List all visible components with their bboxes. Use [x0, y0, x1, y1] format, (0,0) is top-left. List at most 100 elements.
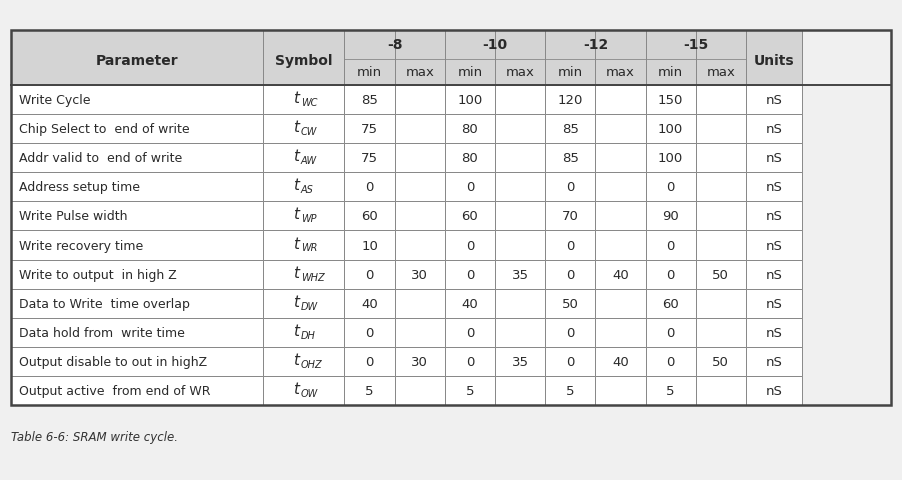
Text: 0: 0 [667, 326, 675, 339]
Text: 80: 80 [462, 152, 478, 165]
Bar [445, 348, 495, 376]
Text: -8: -8 [387, 38, 402, 52]
Bar [695, 376, 746, 406]
Text: t: t [293, 91, 299, 106]
Bar [695, 144, 746, 173]
Bar [395, 202, 445, 231]
Text: 5: 5 [566, 384, 575, 397]
Text: AW: AW [301, 156, 317, 166]
Bar [395, 31, 445, 85]
Bar [495, 85, 545, 115]
Bar [11, 173, 262, 202]
Text: Units: Units [754, 54, 795, 68]
Text: WC: WC [301, 97, 318, 108]
Bar [746, 173, 802, 202]
Bar [746, 376, 802, 406]
Text: nS: nS [766, 356, 783, 369]
Bar [345, 202, 395, 231]
Bar [695, 31, 746, 85]
Text: 40: 40 [612, 356, 629, 369]
Bar [746, 318, 802, 348]
Bar [345, 348, 395, 376]
Text: Data hold from  write time: Data hold from write time [19, 326, 185, 339]
Bar [646, 348, 695, 376]
Bar [746, 202, 802, 231]
Bar [11, 115, 262, 144]
Bar [495, 31, 545, 85]
Bar [11, 144, 262, 173]
Bar [262, 115, 345, 144]
Bar [445, 376, 495, 406]
Text: 80: 80 [462, 123, 478, 136]
Text: t: t [293, 207, 299, 222]
Text: nS: nS [766, 268, 783, 281]
Text: 100: 100 [658, 123, 684, 136]
Bar [345, 85, 395, 115]
Text: min: min [357, 66, 382, 79]
Text: 5: 5 [365, 384, 373, 397]
Text: 60: 60 [662, 297, 679, 310]
Bar [445, 144, 495, 173]
Bar [695, 260, 746, 289]
Text: WR: WR [301, 243, 318, 253]
Bar [262, 376, 345, 406]
Bar [445, 115, 495, 144]
Bar [445, 289, 495, 318]
Bar [495, 376, 545, 406]
Bar [445, 260, 495, 289]
Text: Output active  from end of WR: Output active from end of WR [19, 384, 210, 397]
Text: t: t [293, 324, 299, 338]
Text: max: max [706, 66, 735, 79]
Text: Output disable to out in highZ: Output disable to out in highZ [19, 356, 207, 369]
Bar [545, 348, 595, 376]
Text: t: t [293, 149, 299, 164]
Bar [545, 144, 595, 173]
Text: Addr valid to  end of write: Addr valid to end of write [19, 152, 182, 165]
Text: 0: 0 [566, 356, 575, 369]
Text: 10: 10 [361, 239, 378, 252]
Bar [445, 202, 495, 231]
Bar [11, 289, 262, 318]
Bar [11, 348, 262, 376]
Bar [595, 231, 646, 260]
Text: 60: 60 [462, 210, 478, 223]
Bar [595, 115, 646, 144]
Bar [395, 85, 445, 115]
Bar [345, 231, 395, 260]
Text: t: t [293, 178, 299, 193]
Bar [646, 173, 695, 202]
Bar [545, 318, 595, 348]
Bar [595, 289, 646, 318]
Text: 0: 0 [566, 181, 575, 194]
Bar [495, 202, 545, 231]
Bar [595, 202, 646, 231]
Text: 35: 35 [511, 268, 529, 281]
Bar [646, 318, 695, 348]
Text: Address setup time: Address setup time [19, 181, 140, 194]
Text: Parameter: Parameter [96, 54, 178, 68]
Bar [345, 31, 395, 85]
Bar [11, 376, 262, 406]
Text: 85: 85 [562, 152, 579, 165]
Text: nS: nS [766, 94, 783, 107]
Bar [746, 31, 802, 85]
Bar [445, 85, 495, 115]
Bar [545, 202, 595, 231]
Text: 60: 60 [361, 210, 378, 223]
Bar [495, 260, 545, 289]
Text: nS: nS [766, 152, 783, 165]
Text: Table 6-6: SRAM write cycle.: Table 6-6: SRAM write cycle. [11, 430, 178, 444]
Text: nS: nS [766, 384, 783, 397]
Text: 0: 0 [465, 326, 474, 339]
Bar [345, 173, 395, 202]
Bar [595, 318, 646, 348]
Bar [746, 231, 802, 260]
Text: 0: 0 [566, 326, 575, 339]
Text: 0: 0 [365, 181, 373, 194]
Bar [495, 348, 545, 376]
Bar [545, 173, 595, 202]
Text: 50: 50 [713, 356, 729, 369]
Bar [595, 376, 646, 406]
Bar [545, 85, 595, 115]
Text: t: t [293, 265, 299, 280]
